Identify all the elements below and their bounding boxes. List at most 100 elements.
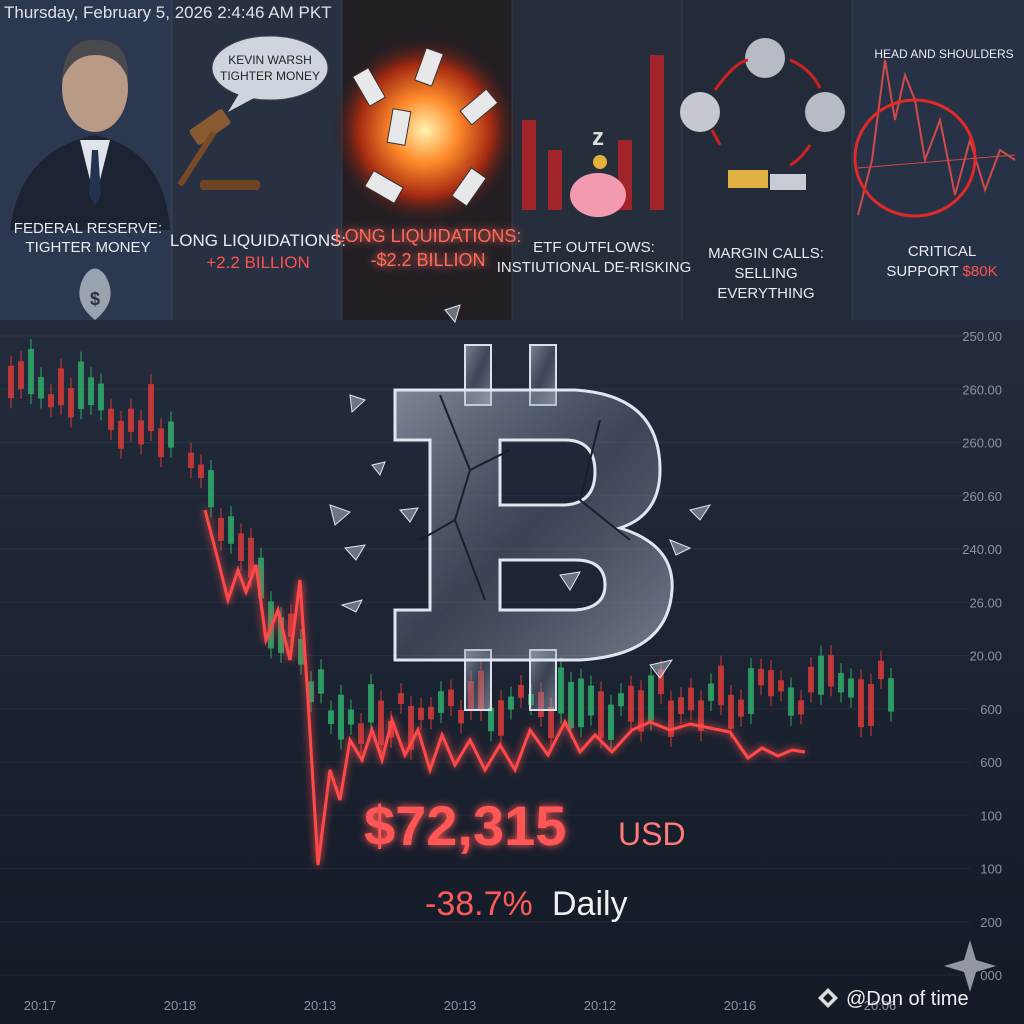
coin-icon <box>680 92 720 132</box>
price-unit: USD <box>618 816 686 852</box>
candle <box>488 707 494 732</box>
candle <box>338 694 344 740</box>
y-axis-label: 260.00 <box>962 382 1002 397</box>
gavel-handle <box>177 130 217 187</box>
candle <box>428 706 434 720</box>
x-axis-label: 20:13 <box>444 998 477 1013</box>
candle <box>298 638 304 665</box>
timestamp: Thursday, February 5, 2026 2:4:46 AM PKT <box>4 3 332 22</box>
candle <box>348 709 354 725</box>
hair <box>62 39 129 80</box>
price-line <box>203 509 806 866</box>
caption: INSTIUTIONAL DE-RISKING <box>497 259 691 276</box>
candle <box>438 691 444 714</box>
sleep-icon: z <box>592 124 604 151</box>
gavel-head <box>189 109 231 145</box>
candle <box>558 667 564 714</box>
candle <box>708 683 714 701</box>
caption: MARGIN CALLS: <box>708 245 824 262</box>
y-axis-label: 260.00 <box>962 436 1002 451</box>
candle <box>728 694 734 729</box>
bubble-tail <box>228 92 256 112</box>
y-axis-label: 250.00 <box>962 329 1002 344</box>
candle <box>518 685 524 698</box>
candle <box>688 687 694 711</box>
price: $72,315 <box>364 794 566 857</box>
candle <box>658 669 664 695</box>
caption: TIGHTER MONEY <box>25 239 150 256</box>
candle <box>158 428 164 458</box>
candle <box>888 678 894 712</box>
watermark-icon <box>818 988 838 1008</box>
candle <box>738 699 744 717</box>
speech-bubble <box>211 35 329 101</box>
bitcoin-symbol <box>329 304 712 711</box>
y-axis-label: 26.00 <box>969 595 1002 610</box>
candle <box>328 710 334 724</box>
y-axis-label: 240.00 <box>962 542 1002 557</box>
candle <box>548 706 554 739</box>
caption: LONG LIQUIDATIONS: <box>170 231 346 250</box>
candle <box>808 666 814 693</box>
candle <box>98 383 104 411</box>
panel-strip: $ z <box>0 0 1024 320</box>
candle <box>148 384 154 432</box>
candle <box>868 683 874 727</box>
candle <box>188 452 194 469</box>
candle <box>578 678 584 728</box>
candle <box>58 368 64 406</box>
candle <box>368 684 374 723</box>
candle <box>108 408 114 430</box>
candle <box>8 365 14 399</box>
candle <box>748 668 754 714</box>
cycle-arrows <box>710 58 822 167</box>
candle <box>458 709 464 724</box>
candle <box>678 697 684 714</box>
candle <box>378 700 384 746</box>
x-axis-label: 20:16 <box>724 998 757 1013</box>
candle <box>198 464 204 479</box>
face <box>62 44 128 132</box>
caption: SUPPORT <box>886 263 958 280</box>
y-axis-label: 200 <box>980 915 1002 930</box>
y-axis-label: 100 <box>980 862 1002 877</box>
candle <box>218 517 224 541</box>
candle <box>278 617 284 653</box>
candle <box>168 421 174 448</box>
candle <box>768 670 774 697</box>
candle <box>628 685 634 722</box>
candle <box>638 690 644 732</box>
neckline <box>857 154 1016 169</box>
candle <box>418 707 424 720</box>
candle <box>208 470 214 508</box>
coin-icon <box>745 38 785 78</box>
bubble-text: KEVIN WARSH <box>228 53 312 67</box>
candle <box>848 678 854 698</box>
caption: FEDERAL RESERVE: <box>14 220 162 237</box>
y-axis-label: 20.00 <box>969 649 1002 664</box>
candle <box>568 681 574 729</box>
candle <box>78 361 84 410</box>
silver-bar <box>770 174 806 190</box>
candle <box>718 665 724 706</box>
candle <box>608 704 614 741</box>
candle <box>398 693 404 705</box>
caption: SUPPORT $80K <box>886 263 997 280</box>
caption: -$2.2 BILLION <box>370 250 485 270</box>
dollar-icon: $ <box>90 289 100 309</box>
x-axis-label: 20:17 <box>24 998 57 1013</box>
y-axis-label: 600 <box>980 755 1002 770</box>
price-chart: 250.00 260.00 260.00 260.60 240.00 26.00 20.00… <box>0 329 1002 1013</box>
candle <box>758 668 764 686</box>
candle <box>648 675 654 721</box>
candle <box>88 377 94 406</box>
caption: ETF OUTFLOWS: <box>533 239 655 256</box>
candle <box>698 700 704 731</box>
candle <box>818 655 824 695</box>
coin <box>593 155 607 169</box>
y-axis-label: 260.60 <box>962 489 1002 504</box>
candle <box>668 700 674 737</box>
y-axis-label: 600 <box>980 702 1002 717</box>
candle <box>288 613 294 637</box>
